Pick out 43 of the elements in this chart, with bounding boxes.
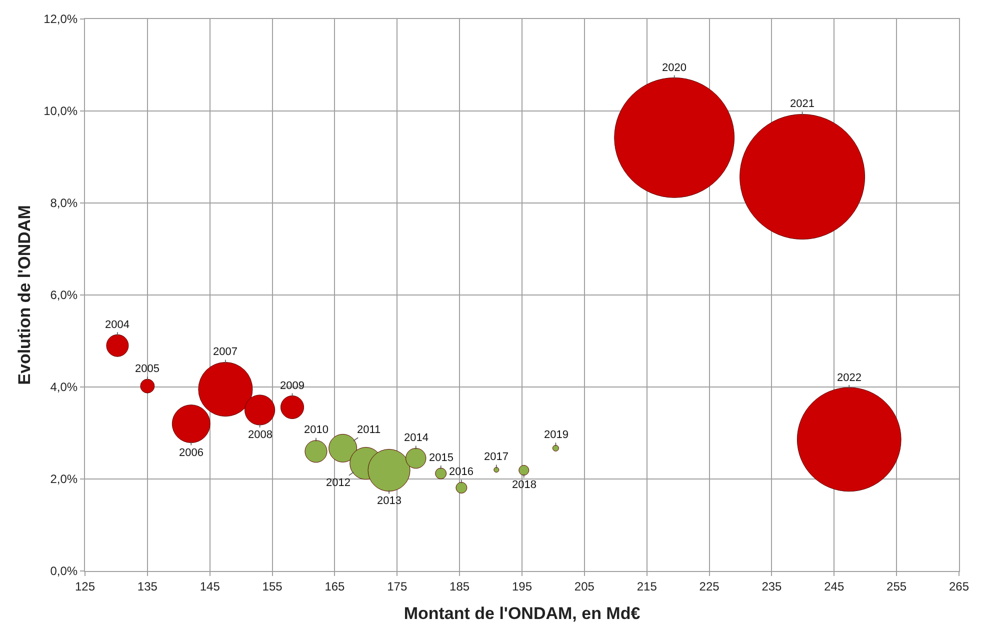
y-tick-label: 4,0% — [50, 380, 78, 394]
x-tick-label: 165 — [324, 579, 346, 594]
x-tick-label: 225 — [699, 579, 720, 594]
y-tick-label: 2,0% — [50, 472, 78, 486]
y-axis-title: Evolution de l'ONDAM — [15, 205, 34, 385]
annotation: 2010 — [304, 424, 328, 436]
y-tick-label: 12,0% — [44, 12, 78, 26]
annotation: 2021 — [790, 98, 814, 110]
x-tick-label: 125 — [74, 579, 96, 594]
annotation: 2013 — [377, 495, 402, 507]
annotation: 2005 — [135, 363, 160, 375]
x-tick-label: 195 — [512, 579, 532, 594]
annotation: 2015 — [429, 452, 454, 464]
annotation: 2017 — [484, 451, 508, 463]
x-tick-label: 155 — [262, 579, 283, 594]
x-tick-label: 265 — [948, 579, 970, 594]
x-tick-label: 185 — [450, 579, 470, 594]
annotation: 2009 — [280, 380, 304, 392]
annotation: 2018 — [512, 479, 536, 491]
annotation: 2008 — [248, 429, 272, 441]
x-tick-label: 255 — [886, 579, 907, 594]
annotation: 2014 — [404, 432, 428, 444]
x-tick-label: 135 — [137, 579, 158, 594]
annotation: 2004 — [105, 319, 130, 331]
annotation: 2007 — [213, 346, 238, 358]
y-tick-label: 8,0% — [50, 196, 78, 210]
x-tick-label: 235 — [762, 579, 782, 594]
x-tick-label: 215 — [636, 579, 658, 594]
annotation: 2011 — [357, 424, 381, 436]
x-tick-label: 245 — [824, 579, 844, 594]
annotation: 2016 — [449, 466, 474, 478]
x-tick-label: 205 — [574, 579, 595, 594]
x-tick-label: 175 — [387, 579, 408, 594]
y-tick-label: 6,0% — [50, 288, 78, 302]
x-axis-title: Montant de l'ONDAM, en Md€ — [404, 604, 641, 623]
annotation: 2022 — [837, 372, 862, 384]
y-tick-label: 0,0% — [50, 564, 78, 578]
annotation: 2019 — [544, 429, 568, 441]
annotation: 2020 — [662, 62, 686, 74]
annotation: 2012 — [326, 477, 350, 489]
y-tick-label: 10,0% — [44, 104, 78, 118]
x-tick-label: 145 — [200, 579, 220, 594]
annotation: 2006 — [179, 447, 204, 459]
